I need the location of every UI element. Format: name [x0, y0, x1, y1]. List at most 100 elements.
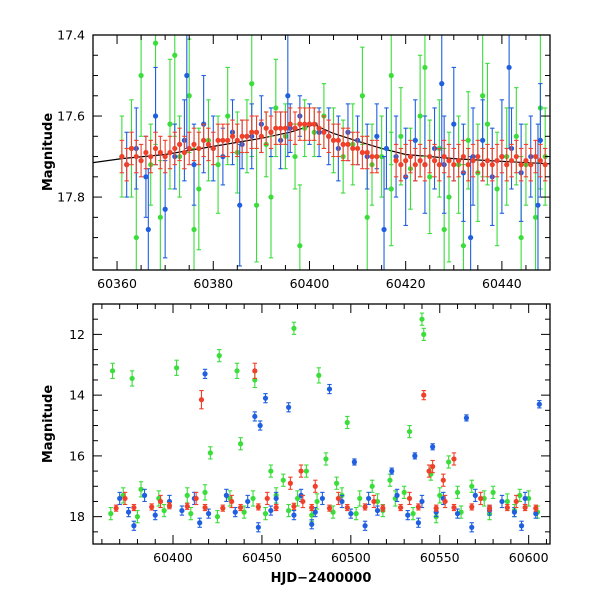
- bottom-series-3-point: [380, 504, 386, 512]
- top-series-3-point: [321, 115, 327, 149]
- bottom-series-3-point: [122, 491, 128, 506]
- top-series-3-point: [508, 143, 515, 178]
- bottom-series-3-point: [451, 503, 457, 512]
- top-series-2-point: [285, 35, 291, 158]
- bottom-series-3-point: [300, 494, 306, 509]
- bottom-series-3-point: [430, 459, 436, 474]
- bottom-series-1-point: [241, 505, 247, 519]
- bottom-x-axis-label: HJD−2400000: [271, 571, 372, 586]
- bottom-series-2-point: [117, 491, 123, 506]
- top-series-3-point: [282, 111, 289, 145]
- bottom-series-2-point: [472, 488, 478, 503]
- top-series-3-point: [475, 139, 481, 174]
- bottom-series-1-point: [268, 464, 274, 478]
- top-series-3-point: [374, 139, 380, 174]
- top-series-3-point: [273, 111, 279, 145]
- top-series-3-point: [528, 147, 534, 182]
- top-series-3-point: [306, 107, 313, 141]
- top-series-1-point: [532, 156, 539, 270]
- bottom-series-1-point: [421, 327, 427, 342]
- top-series-3-point: [128, 131, 135, 166]
- bottom-series-3-point: [451, 452, 457, 466]
- bottom-series-3-point: [522, 503, 528, 512]
- top-series-3-point: [186, 131, 192, 166]
- bottom-series-3-point: [469, 503, 475, 511]
- top-series-3-point: [124, 147, 130, 182]
- bottom-series-3-point: [442, 494, 448, 509]
- bottom-series-2-point: [536, 400, 542, 409]
- top-series-3-point: [326, 119, 332, 154]
- bottom-series-1-point: [173, 359, 180, 376]
- bottom-series-3-point: [478, 491, 484, 506]
- bottom-series-1-point: [184, 487, 190, 504]
- bottom-series-1-point: [330, 505, 336, 519]
- top-series-3-point: [311, 107, 317, 141]
- bottom-series-3-point: [398, 503, 404, 512]
- top-series-1-point: [167, 58, 173, 190]
- bottom-series-3-point: [533, 504, 539, 512]
- bottom-y-axis-label: Magnitude: [41, 385, 56, 464]
- top-series-3-point: [470, 143, 476, 178]
- bottom-series-1-point: [314, 493, 320, 510]
- bottom-series-1-point: [419, 312, 425, 326]
- top-series-1-point: [379, 115, 385, 198]
- bottom-series-2-point: [405, 510, 411, 521]
- bottom-series-1-point: [357, 490, 363, 507]
- top-series-3-point: [369, 139, 375, 174]
- bottom-series-1-point: [410, 506, 416, 521]
- top-series-3-point: [157, 135, 163, 170]
- bottom-series-1-point: [334, 476, 340, 490]
- bottom-series-2-point: [412, 452, 418, 460]
- top-series-3-point: [143, 135, 149, 170]
- top-series-3-point: [335, 123, 341, 158]
- top-series-1-point: [359, 46, 365, 145]
- top-y-axis-label: Magnitude: [41, 113, 56, 192]
- top-series-3-point: [354, 131, 361, 166]
- top-series-3-point: [345, 127, 351, 162]
- top-series-3-point: [398, 147, 404, 182]
- bottom-y-tick-label: 14: [69, 388, 85, 403]
- top-series-2-point: [237, 143, 243, 267]
- top-x-tick-label: 60440: [482, 276, 522, 291]
- bottom-series-1-point: [207, 446, 213, 460]
- top-series-3-point: [364, 135, 370, 170]
- top-series-3-point: [172, 131, 178, 166]
- top-series-3-point: [427, 139, 433, 174]
- top-series-3-point: [480, 147, 486, 182]
- bottom-series-3-point: [486, 504, 493, 512]
- bottom-series-1-point: [250, 490, 256, 507]
- top-series-2-point: [381, 156, 387, 270]
- top-x-tick-label: 60360: [97, 276, 137, 291]
- bottom-panel-frame: [92, 303, 551, 545]
- bottom-series-2-point: [255, 522, 261, 533]
- top-series-3-point: [133, 139, 139, 174]
- top-series-3-point: [152, 131, 159, 166]
- bottom-series-3-point: [326, 504, 333, 512]
- bottom-series-3-point: [421, 390, 427, 401]
- bottom-series-2-point: [252, 411, 258, 422]
- bottom-x-tick-label: 60500: [331, 550, 371, 565]
- top-series-3-point: [451, 147, 457, 182]
- bottom-panel-full-light-curve: 60400 60450 60500 60550 60600 12 14 16 18 Magnit…: [41, 303, 551, 586]
- bottom-series-1-point: [202, 484, 208, 501]
- top-series-3-point: [417, 143, 423, 178]
- bottom-series-1-point: [214, 510, 221, 524]
- top-panel-ticks: 60360 60380 60400 60420 60440 17.4 17.6 17.8: [57, 28, 551, 291]
- top-series-3-point: [316, 111, 322, 145]
- bottom-series-3-point: [426, 464, 432, 478]
- top-series-3-point: [431, 143, 438, 178]
- top-series-3-point: [393, 143, 399, 178]
- top-series-3-point: [225, 123, 231, 158]
- top-series-3-point: [436, 147, 442, 182]
- bottom-series-2-point: [202, 368, 208, 379]
- bottom-series-3-point: [131, 503, 137, 512]
- top-series-3-point: [504, 147, 510, 182]
- top-model-curve: [93, 122, 550, 165]
- bottom-series-2-point: [366, 491, 372, 506]
- bottom-series-2-point: [309, 519, 315, 530]
- top-series-3-point: [292, 111, 298, 145]
- top-series-3-point: [302, 107, 308, 141]
- bottom-series-2-point: [197, 517, 203, 528]
- bottom-series-3-point: [184, 502, 190, 510]
